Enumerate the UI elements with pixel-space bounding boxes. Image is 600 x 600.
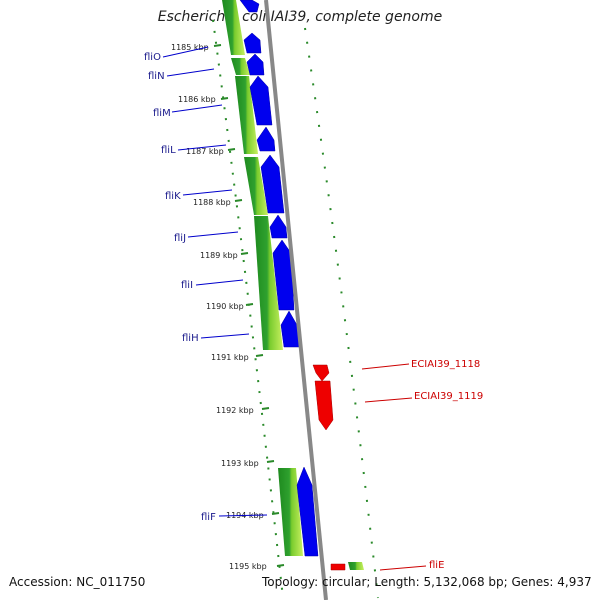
cds-arrow-eciai39-1118[interactable] xyxy=(312,364,330,382)
tick-mark xyxy=(266,460,275,463)
tick-mark xyxy=(234,199,243,202)
cds-arrow-flio[interactable] xyxy=(243,32,262,54)
right-dotted-ring xyxy=(304,27,379,599)
forward-gene-labels xyxy=(162,46,268,517)
cds-arrow-flik[interactable] xyxy=(260,154,285,214)
tick-mark xyxy=(240,252,249,255)
tick-label: 1195 kbp xyxy=(229,562,267,571)
forward-gene-label-texts: fliO fliN fliM fliL fliK fliJ fliI fliH … xyxy=(144,52,216,523)
cds-arrow-flin[interactable] xyxy=(246,53,265,76)
reverse-cds-track xyxy=(312,364,346,571)
cds-arrow-eciai39-1119[interactable] xyxy=(314,380,334,431)
gene-label-eciai39-1119[interactable]: ECIAI39_1119 xyxy=(414,391,483,402)
tick-mark xyxy=(227,148,236,151)
gene-label-flij[interactable]: fliJ xyxy=(174,233,186,244)
leader-line xyxy=(200,333,250,339)
tick-label: 1190 kbp xyxy=(206,302,244,311)
cds-arrow-flil[interactable] xyxy=(256,126,276,152)
cds-arrow-flio[interactable] xyxy=(239,0,260,13)
accession-label: Accession: NC_011750 xyxy=(9,575,146,589)
scale-ticks xyxy=(213,44,285,567)
reverse-gene-labels xyxy=(361,363,427,571)
leader-line xyxy=(195,279,244,286)
leader-line xyxy=(166,68,215,77)
tick-label: 1193 kbp xyxy=(221,459,259,468)
gene-label-flii[interactable]: fliI xyxy=(181,280,193,291)
tick-label: 1185 kbp xyxy=(171,43,209,52)
gc-band-segment xyxy=(244,157,268,215)
tick-label: 1186 kbp xyxy=(178,95,216,104)
gene-label-flin[interactable]: fliN xyxy=(148,71,165,82)
leader-line xyxy=(187,231,239,238)
leader-line xyxy=(364,397,413,403)
gene-label-flim[interactable]: fliM xyxy=(153,108,171,119)
cds-arrow-flie[interactable] xyxy=(330,563,346,571)
tick-label: 1187 kbp xyxy=(186,147,224,156)
gc-content-band xyxy=(222,0,364,570)
leader-line xyxy=(162,46,209,58)
tick-mark xyxy=(261,407,270,410)
cds-arrow-flim[interactable] xyxy=(249,75,273,126)
leader-line xyxy=(182,189,233,196)
tick-label: 1191 kbp xyxy=(211,353,249,362)
topology-label: Topology: circular; Length: 5,132,068 bp… xyxy=(262,575,592,589)
gc-band-segment xyxy=(235,76,258,154)
gene-label-flio[interactable]: fliO xyxy=(144,52,161,63)
tick-mark xyxy=(271,512,280,515)
tick-mark xyxy=(276,564,285,567)
genome-backbone xyxy=(264,0,328,600)
gene-label-eciai39-1118[interactable]: ECIAI39_1118 xyxy=(411,359,480,370)
tick-mark xyxy=(255,354,264,357)
leader-line xyxy=(177,144,227,151)
gc-band-segment xyxy=(348,562,364,570)
gene-label-flil[interactable]: fliL xyxy=(161,145,176,156)
leader-line xyxy=(218,514,268,517)
tick-label: 1188 kbp xyxy=(193,198,231,207)
gc-band-segment xyxy=(231,58,250,75)
gc-band-segment xyxy=(254,216,283,350)
gc-band-segment xyxy=(278,468,303,556)
reverse-gene-label-texts: ECIAI39_1118 ECIAI39_1119 fliE xyxy=(411,359,483,571)
forward-cds-track xyxy=(239,0,319,557)
tick-mark xyxy=(245,303,254,306)
leader-line xyxy=(379,565,427,571)
tick-mark xyxy=(220,97,229,100)
gene-label-flik[interactable]: fliK xyxy=(165,191,181,202)
cds-arrow-flif[interactable] xyxy=(296,466,319,557)
cds-arrow-flij[interactable] xyxy=(269,214,288,239)
tick-label: 1189 kbp xyxy=(200,251,238,260)
gc-band-segment xyxy=(222,0,245,55)
leader-line xyxy=(361,363,410,370)
gene-label-flih[interactable]: fliH xyxy=(182,333,199,344)
tick-mark xyxy=(213,44,222,47)
leader-line xyxy=(171,104,223,113)
tick-label: 1192 kbp xyxy=(216,406,254,415)
gene-label-flif[interactable]: fliF xyxy=(201,512,216,523)
gene-label-flie[interactable]: fliE xyxy=(429,560,444,571)
